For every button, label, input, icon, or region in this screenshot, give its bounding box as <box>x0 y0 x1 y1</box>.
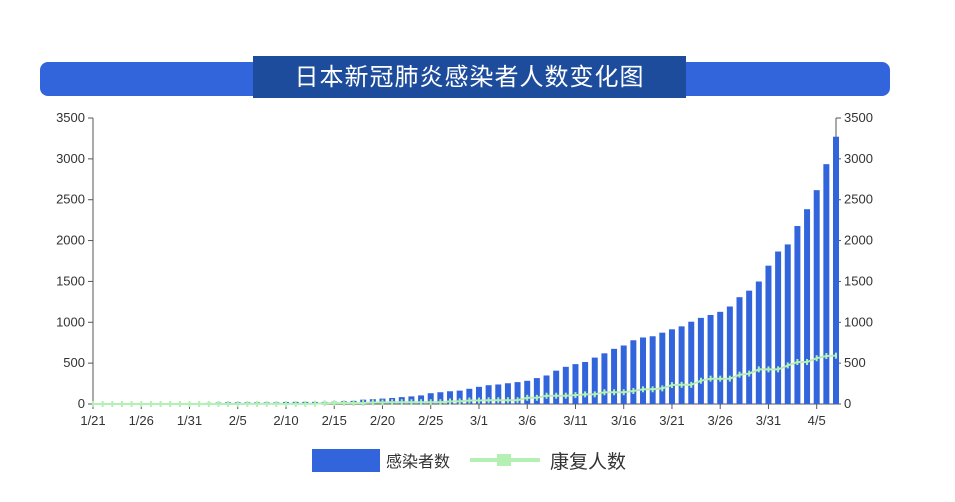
y-tick-label-left: 3000 <box>56 151 85 166</box>
bar <box>514 382 521 404</box>
bar <box>678 326 685 404</box>
x-tick-label: 2/5 <box>229 413 247 428</box>
bar-series <box>90 136 839 404</box>
y-tick-label-left: 1000 <box>56 314 85 329</box>
bar <box>804 209 811 404</box>
x-tick-label: 3/6 <box>518 413 536 428</box>
bar <box>447 391 454 404</box>
bar <box>755 281 762 404</box>
legend-label-bar: 感染者数 <box>386 452 450 471</box>
bar <box>775 251 782 404</box>
chart-title: 日本新冠肺炎感染者人数变化图 <box>253 56 686 98</box>
bar <box>485 385 492 404</box>
bar <box>533 378 540 404</box>
y-tick-label-left: 2000 <box>56 233 85 248</box>
bar <box>668 329 675 404</box>
bar <box>784 244 791 404</box>
y-tick-label-left: 2500 <box>56 192 85 207</box>
bar <box>524 380 531 404</box>
y-tick-label-right: 2000 <box>844 233 873 248</box>
recovered-line <box>93 354 837 405</box>
tick-labels: 0 0 500 500 1000 1000 1500 1500 2000 2000 2500 2500… <box>56 110 873 428</box>
bar <box>659 332 666 404</box>
bar <box>620 345 627 404</box>
bar <box>504 383 511 404</box>
legend-swatch-bar <box>312 449 380 472</box>
bar <box>726 306 733 404</box>
bar <box>466 388 473 404</box>
bar <box>630 340 637 404</box>
y-tick-label-left: 500 <box>63 355 85 370</box>
bar <box>437 392 444 404</box>
y-tick-label-left: 3500 <box>56 110 85 125</box>
bar <box>649 336 656 404</box>
x-tick-label: 1/26 <box>129 413 154 428</box>
bar <box>475 386 482 404</box>
bar <box>601 353 608 404</box>
line-series <box>92 352 837 407</box>
x-tick-label: 3/1 <box>470 413 488 428</box>
x-tick-label: 3/21 <box>659 413 684 428</box>
bar <box>765 265 772 404</box>
x-tick-label: 2/25 <box>418 413 443 428</box>
y-tick-label-right: 500 <box>844 355 866 370</box>
bar <box>495 384 502 404</box>
bar <box>572 364 579 404</box>
bar <box>707 315 714 404</box>
x-tick-label: 3/11 <box>563 413 587 428</box>
y-tick-label-left: 0 <box>78 396 85 411</box>
y-tick-label-right: 2500 <box>844 192 873 207</box>
y-tick-label-right: 3500 <box>844 110 873 125</box>
x-tick-label: 4/5 <box>808 413 826 428</box>
y-tick-label-left: 1500 <box>56 273 85 288</box>
bar <box>813 190 820 404</box>
y-tick-label-right: 1500 <box>844 273 873 288</box>
x-tick-label: 2/10 <box>273 413 298 428</box>
bar <box>736 297 743 404</box>
x-tick-label: 3/26 <box>708 413 733 428</box>
bar <box>823 164 830 404</box>
y-tick-label-right: 3000 <box>844 151 873 166</box>
x-tick-label: 2/15 <box>322 413 347 428</box>
x-tick-label: 3/16 <box>611 413 636 428</box>
legend-label-line: 康复人数 <box>550 451 626 473</box>
bar <box>611 348 618 404</box>
bar <box>697 317 704 404</box>
bar <box>427 393 434 404</box>
legend-swatch-marker <box>497 454 511 466</box>
bar <box>456 390 463 404</box>
bar <box>640 337 647 404</box>
x-tick-label: 1/31 <box>177 413 202 428</box>
x-tick-label: 3/31 <box>756 413 781 428</box>
bar <box>688 321 695 404</box>
bar <box>553 370 560 404</box>
x-tick-label: 2/20 <box>370 413 395 428</box>
y-tick-label-right: 1000 <box>844 314 873 329</box>
legend: 感染者数 康复人数 <box>312 449 626 473</box>
y-tick-label-right: 0 <box>844 396 851 411</box>
bar <box>543 375 550 404</box>
bar <box>746 290 753 404</box>
bar <box>833 136 839 404</box>
x-tick-label: 1/21 <box>80 413 105 428</box>
bar <box>794 226 801 404</box>
bar <box>582 361 589 404</box>
bar <box>591 357 598 404</box>
bar <box>562 366 569 404</box>
bar <box>717 311 724 404</box>
